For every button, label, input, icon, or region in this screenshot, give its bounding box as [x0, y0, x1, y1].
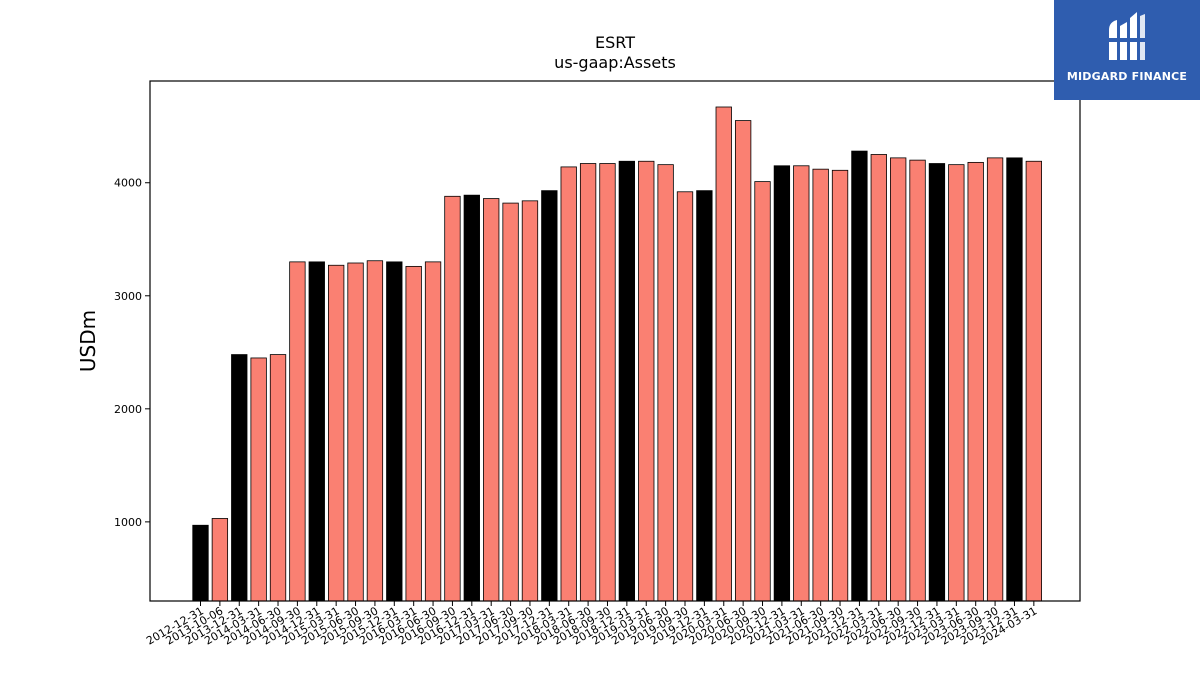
bar-2018-03-31 — [560, 166, 577, 602]
bar-2022-12-31 — [928, 163, 946, 602]
bar-2015-09-30 — [366, 260, 384, 602]
x-axis-ticks: 2012-12-312013-10-062013-12-312014-03-31… — [144, 601, 1039, 648]
bar-2023-09-30 — [986, 157, 1004, 602]
bar-2014-12-31 — [308, 261, 325, 602]
midgard-logo-icon — [1054, 8, 1200, 72]
bar-2019-06-30 — [657, 164, 674, 602]
bar-2022-03-31 — [870, 154, 887, 602]
bar-2017-06-30 — [502, 202, 519, 602]
logo-text: MIDGARD FINANCE — [1066, 70, 1188, 83]
bar-2016-03-31 — [405, 265, 422, 602]
bar-2014-09-30 — [289, 261, 306, 602]
bar-2015-06-30 — [347, 262, 364, 602]
bar-2012-12-31 — [192, 524, 209, 602]
bar-2020-06-30 — [734, 120, 752, 602]
bar-2023-03-31 — [948, 164, 965, 602]
chart-title: ESRT — [595, 33, 635, 52]
bar-2024-03-31 — [1025, 160, 1042, 602]
bar-2013-12-31 — [231, 354, 248, 602]
bar-2019-12-31 — [696, 190, 713, 602]
bar-2020-12-31 — [773, 165, 791, 602]
bar-2017-09-30 — [521, 200, 539, 602]
bar-2020-03-31 — [715, 106, 732, 602]
bar-2016-12-31 — [463, 194, 480, 602]
bar-2023-12-31 — [1006, 157, 1023, 602]
chart-subtitle: us-gaap:Assets — [554, 53, 676, 72]
bar-2022-06-30 — [890, 157, 907, 602]
bar-2019-09-30 — [676, 191, 694, 602]
y-axis-label: USDm — [76, 310, 100, 372]
y-tick-label: 2000 — [114, 403, 142, 416]
y-tick-label: 3000 — [114, 290, 142, 303]
bar-2021-06-30 — [812, 168, 829, 602]
bar-2023-06-30 — [967, 161, 984, 602]
bar-2018-09-30 — [599, 163, 616, 602]
bar-2021-09-30 — [831, 169, 849, 602]
bar-2019-03-31 — [638, 160, 655, 602]
bar-2016-06-30 — [424, 261, 442, 602]
bar-2014-03-31 — [250, 357, 267, 602]
bar-2017-03-31 — [483, 198, 500, 602]
bar-2015-03-31 — [328, 264, 345, 602]
bar-2013-10-06 — [211, 518, 229, 602]
bar-2021-03-31 — [793, 165, 810, 602]
midgard-finance-logo: MIDGARD FINANCE — [1054, 0, 1200, 100]
y-axis-ticks: 1000 2000 3000 4000 — [114, 177, 150, 529]
bar-2021-12-31 — [851, 150, 868, 602]
bar-2014-06-30 — [269, 354, 287, 602]
bar-2017-12-31 — [541, 190, 558, 602]
bar-2022-09-30 — [909, 159, 926, 602]
bar-2018-12-31 — [618, 160, 636, 602]
bar-2020-09-30 — [754, 181, 771, 602]
bar-2018-06-30 — [579, 163, 597, 602]
bars-group — [192, 106, 1042, 602]
bar-2015-12-31 — [386, 261, 403, 602]
y-tick-label: 4000 — [114, 177, 142, 190]
y-tick-label: 1000 — [114, 516, 142, 529]
bar-2016-09-30 — [444, 195, 461, 602]
plot-frame — [149, 80, 1081, 602]
